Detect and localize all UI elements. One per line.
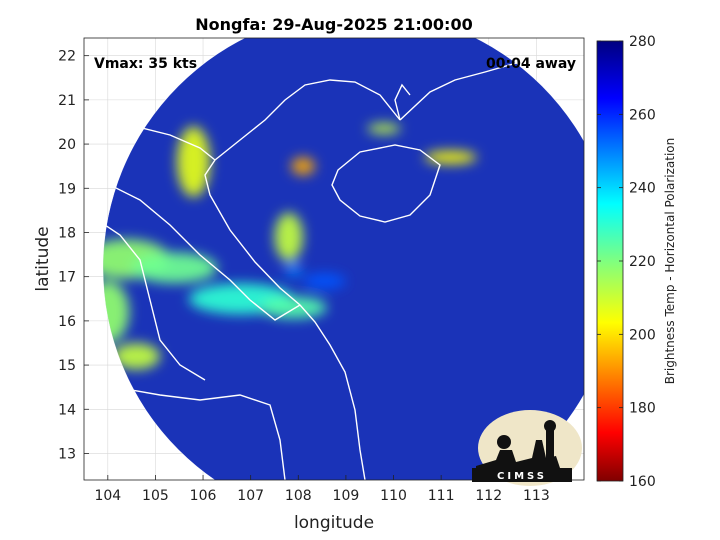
y-tick-label: 17 bbox=[58, 270, 76, 286]
y-tick-label: 18 bbox=[58, 225, 76, 241]
x-tick-label: 112 bbox=[475, 488, 502, 504]
band-north-arm bbox=[274, 212, 304, 262]
y-tick-label: 13 bbox=[58, 446, 76, 462]
border-north bbox=[129, 124, 216, 161]
vmax-annotation: Vmax: 35 kts bbox=[94, 56, 197, 72]
y-tick-label: 19 bbox=[58, 181, 76, 197]
logo-tower bbox=[546, 428, 554, 458]
x-tick-label: 105 bbox=[142, 488, 169, 504]
y-tick-label: 20 bbox=[58, 137, 76, 153]
swath bbox=[103, 38, 584, 480]
y-tick-label: 15 bbox=[58, 358, 76, 374]
band-gulf-small bbox=[291, 157, 315, 176]
y-tick-label: 22 bbox=[58, 49, 76, 65]
colorbar: 160 180 200 220 240 260 280 Brightness Temp - … bbox=[596, 34, 677, 490]
band-thai-south bbox=[112, 342, 161, 370]
y-tick-label: 16 bbox=[58, 314, 76, 330]
colorbar-label: Brightness Temp - Horizontal Polarizatio… bbox=[663, 138, 677, 385]
x-tick-label: 113 bbox=[523, 488, 550, 504]
colorbar-ticks: 160 180 200 220 240 260 280 bbox=[597, 34, 656, 490]
x-tick-label: 104 bbox=[94, 488, 121, 504]
x-tick-label: 110 bbox=[380, 488, 407, 504]
chart-title: Nongfa: 29-Aug-2025 21:00:00 bbox=[195, 15, 472, 34]
x-axis-label: longitude bbox=[294, 513, 374, 533]
band-gulf-east bbox=[424, 150, 477, 164]
colorbar-gradient bbox=[596, 40, 624, 482]
colorbar-tick-label: 240 bbox=[629, 181, 656, 197]
y-tick-label: 21 bbox=[58, 93, 76, 109]
y-ticks: 13 14 15 16 17 18 19 20 21 22 bbox=[58, 49, 89, 462]
x-tick-label: 107 bbox=[237, 488, 264, 504]
border-laos-vietnam bbox=[103, 179, 301, 321]
band-laos-central bbox=[131, 252, 218, 284]
band-coast-east bbox=[260, 296, 327, 319]
core-storm bbox=[303, 273, 346, 290]
colorbar-tick-label: 260 bbox=[629, 107, 656, 123]
colorbar-tick-label: 220 bbox=[629, 254, 656, 270]
colorbar-tick-label: 160 bbox=[629, 474, 656, 490]
plot-area: 104 105 106 107 108 109 110 111 112 113 131415161… bbox=[58, 37, 585, 504]
logo-tower-top bbox=[544, 420, 556, 432]
x-tick-label: 106 bbox=[190, 488, 217, 504]
core-small bbox=[284, 263, 303, 277]
x-tick-label: 108 bbox=[285, 488, 312, 504]
hainan-island bbox=[331, 144, 441, 223]
convection-layer bbox=[103, 123, 477, 370]
border-laos-thailand bbox=[103, 214, 206, 381]
colorbar-tick-label: 280 bbox=[629, 34, 656, 50]
logo-text: CIMSS bbox=[497, 471, 547, 482]
time-away-annotation: 00:04 away bbox=[486, 56, 576, 72]
x-tick-label: 111 bbox=[428, 488, 455, 504]
logo-text-bar bbox=[472, 468, 572, 482]
plot-frame bbox=[83, 37, 585, 481]
y-axis-label: latitude bbox=[33, 226, 53, 291]
coastline-gulf bbox=[214, 79, 401, 161]
colorbar-tick-label: 200 bbox=[629, 327, 656, 343]
band-laos-north bbox=[176, 126, 211, 198]
x-tick-label: 109 bbox=[333, 488, 360, 504]
cimss-logo: CIMSS bbox=[472, 410, 582, 486]
coastline-leizhou bbox=[394, 83, 411, 121]
colorbar-tick-label: 180 bbox=[629, 401, 656, 417]
x-ticks: 104 105 106 107 108 109 110 111 112 113 bbox=[94, 475, 550, 504]
band-thai-edge bbox=[103, 281, 130, 343]
logo-dish bbox=[497, 435, 511, 449]
swath-outline bbox=[102, 38, 584, 480]
y-tick-label: 14 bbox=[58, 402, 76, 418]
band-gulf-north bbox=[367, 123, 401, 134]
